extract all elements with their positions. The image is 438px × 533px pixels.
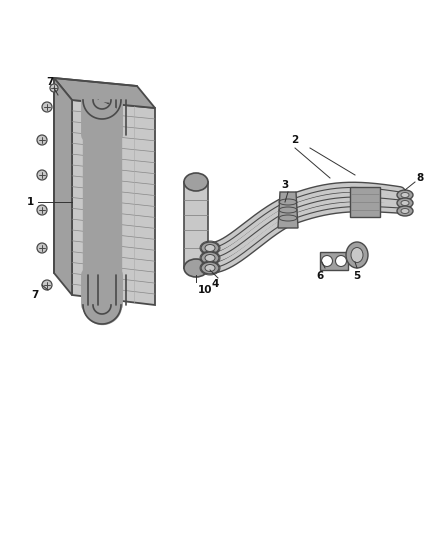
Ellipse shape (205, 245, 215, 252)
Ellipse shape (201, 262, 219, 274)
Polygon shape (184, 182, 208, 268)
Circle shape (42, 102, 52, 112)
Text: 2: 2 (291, 135, 299, 145)
Text: 7: 7 (46, 77, 54, 87)
Ellipse shape (201, 242, 219, 254)
Text: 3: 3 (281, 180, 289, 190)
Circle shape (50, 84, 58, 92)
Ellipse shape (346, 242, 368, 268)
Ellipse shape (201, 252, 219, 264)
Circle shape (42, 280, 52, 290)
Ellipse shape (205, 264, 215, 271)
Text: 1: 1 (26, 197, 34, 207)
Circle shape (37, 170, 47, 180)
Polygon shape (54, 78, 155, 108)
Circle shape (37, 205, 47, 215)
Ellipse shape (205, 254, 215, 262)
Ellipse shape (184, 173, 208, 191)
Text: 6: 6 (316, 271, 324, 281)
Polygon shape (54, 78, 72, 295)
Ellipse shape (401, 200, 409, 206)
Text: 5: 5 (353, 271, 360, 281)
Ellipse shape (397, 198, 413, 208)
Polygon shape (72, 100, 155, 305)
Ellipse shape (351, 247, 363, 262)
Ellipse shape (397, 206, 413, 216)
Ellipse shape (397, 190, 413, 200)
Circle shape (37, 135, 47, 145)
Ellipse shape (401, 208, 409, 214)
Text: 8: 8 (417, 173, 424, 183)
Polygon shape (320, 252, 348, 270)
Polygon shape (350, 187, 380, 217)
Circle shape (321, 255, 332, 266)
Ellipse shape (401, 192, 409, 198)
Circle shape (37, 243, 47, 253)
Text: 4: 4 (211, 279, 219, 289)
Polygon shape (278, 192, 298, 228)
Ellipse shape (184, 259, 208, 277)
Text: 7: 7 (31, 290, 39, 300)
Text: 10: 10 (198, 285, 212, 295)
Circle shape (336, 255, 346, 266)
